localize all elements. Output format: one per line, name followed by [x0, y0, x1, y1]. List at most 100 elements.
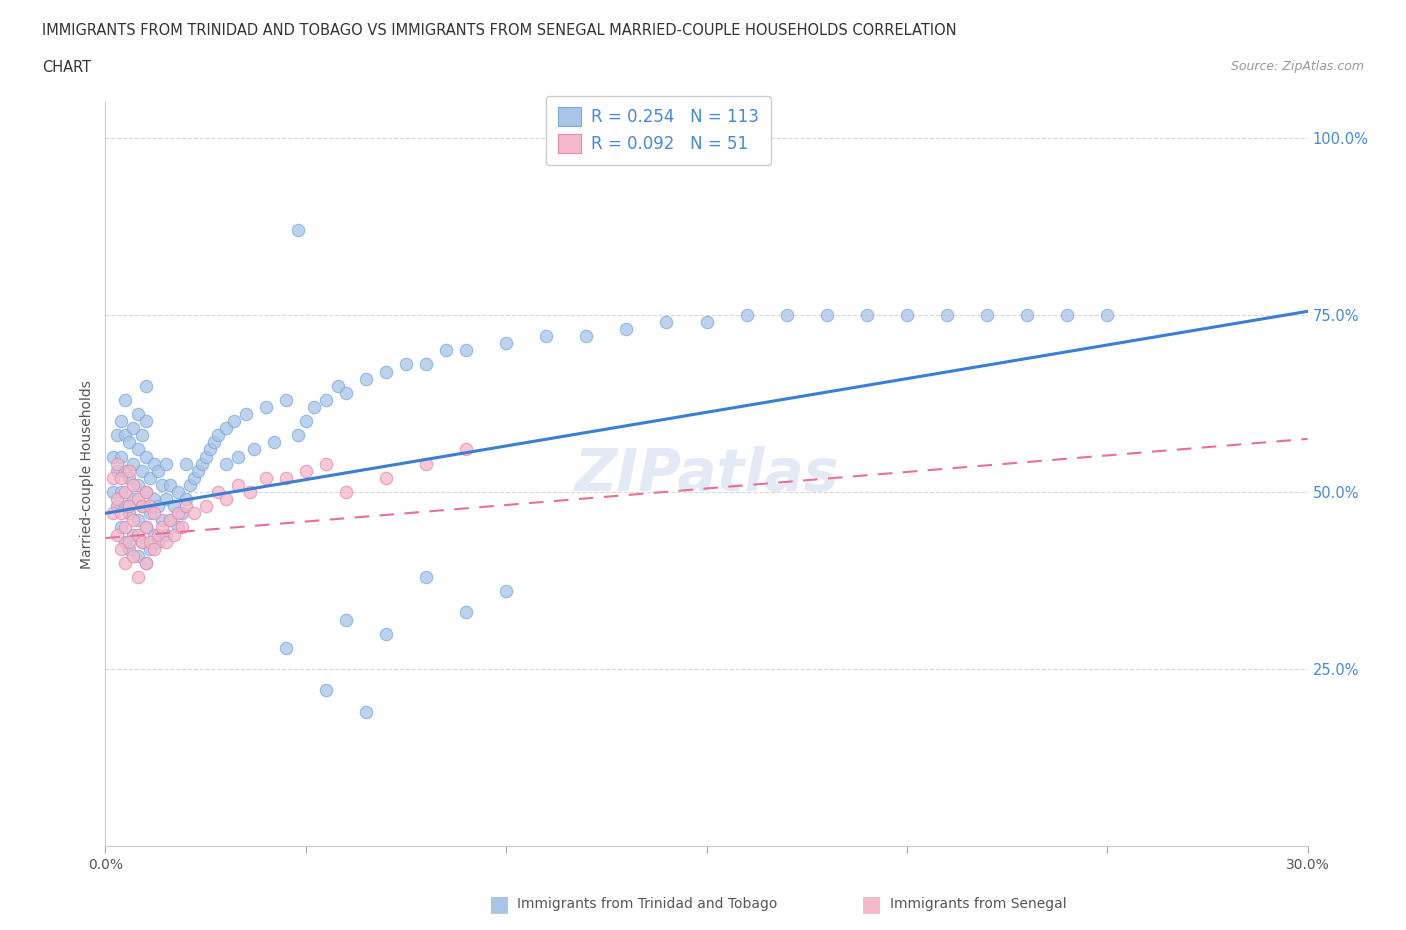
Point	[107, 457, 129, 472]
Point	[395, 357, 418, 372]
Point	[222, 414, 245, 429]
Point	[142, 527, 165, 542]
Point	[815, 308, 838, 323]
Point	[110, 485, 132, 499]
Point	[354, 704, 377, 719]
Point	[162, 498, 184, 513]
Point	[135, 555, 157, 570]
Point	[150, 513, 173, 528]
Point	[114, 485, 136, 499]
Point	[118, 463, 141, 478]
Point	[155, 492, 177, 507]
Point	[575, 328, 598, 343]
Point	[107, 498, 129, 513]
Point	[135, 449, 157, 464]
Point	[287, 428, 309, 443]
Point	[315, 683, 337, 698]
Point	[374, 626, 398, 641]
Point	[127, 569, 149, 584]
Point	[110, 414, 132, 429]
Point	[354, 371, 377, 386]
Point	[855, 308, 877, 323]
Point	[142, 541, 165, 556]
Point	[226, 449, 249, 464]
Point	[118, 498, 141, 513]
Point	[207, 485, 229, 499]
Point	[103, 449, 125, 464]
Point	[114, 498, 136, 513]
Point	[207, 428, 229, 443]
Point	[174, 498, 197, 513]
Point	[135, 379, 157, 393]
Point	[655, 314, 678, 329]
Point	[254, 400, 277, 415]
Point	[274, 471, 297, 485]
Point	[214, 492, 236, 507]
Point	[166, 506, 188, 521]
Point	[138, 498, 160, 513]
Point	[374, 365, 398, 379]
Point	[155, 457, 177, 472]
Point	[1097, 308, 1119, 323]
Point	[127, 513, 149, 528]
Point	[114, 428, 136, 443]
Point	[170, 520, 193, 535]
Point	[166, 520, 188, 535]
Y-axis label: Married-couple Households: Married-couple Households	[80, 379, 94, 569]
Point	[131, 463, 153, 478]
Point	[374, 471, 398, 485]
Point	[274, 641, 297, 656]
Point	[146, 463, 169, 478]
Point	[114, 534, 136, 549]
Text: ZIPatlas: ZIPatlas	[574, 445, 839, 503]
Point	[696, 314, 718, 329]
Point	[214, 457, 236, 472]
Point	[135, 485, 157, 499]
Point	[454, 605, 477, 620]
Point	[127, 406, 149, 421]
Point	[135, 520, 157, 535]
Point	[107, 463, 129, 478]
Point	[162, 527, 184, 542]
Text: Immigrants from Senegal: Immigrants from Senegal	[890, 897, 1067, 911]
Point	[131, 534, 153, 549]
Point	[242, 442, 264, 457]
Point	[976, 308, 998, 323]
Point	[110, 449, 132, 464]
Legend: R = 0.254   N = 113, R = 0.092   N = 51: R = 0.254 N = 113, R = 0.092 N = 51	[546, 96, 770, 165]
Point	[122, 513, 145, 528]
Point	[495, 336, 517, 351]
Point	[131, 498, 153, 513]
Point	[170, 506, 193, 521]
Point	[454, 442, 477, 457]
Point	[235, 406, 257, 421]
Point	[118, 471, 141, 485]
Point	[287, 222, 309, 237]
Point	[135, 485, 157, 499]
Point	[138, 541, 160, 556]
Point	[122, 492, 145, 507]
Point	[107, 527, 129, 542]
Point	[122, 527, 145, 542]
Point	[735, 308, 758, 323]
Point	[122, 457, 145, 472]
Text: IMMIGRANTS FROM TRINIDAD AND TOBAGO VS IMMIGRANTS FROM SENEGAL MARRIED-COUPLE HO: IMMIGRANTS FROM TRINIDAD AND TOBAGO VS I…	[42, 23, 957, 38]
Point	[326, 379, 349, 393]
Point	[110, 471, 132, 485]
Text: Immigrants from Trinidad and Tobago: Immigrants from Trinidad and Tobago	[517, 897, 778, 911]
Point	[534, 328, 557, 343]
Point	[335, 385, 357, 400]
Point	[159, 513, 181, 528]
Point	[142, 506, 165, 521]
Point	[415, 357, 437, 372]
Point	[114, 463, 136, 478]
Point	[131, 498, 153, 513]
Point	[1017, 308, 1039, 323]
Point	[274, 392, 297, 407]
Point	[127, 527, 149, 542]
Point	[1056, 308, 1078, 323]
Point	[194, 449, 217, 464]
Point	[122, 549, 145, 564]
Point	[142, 492, 165, 507]
Point	[254, 471, 277, 485]
